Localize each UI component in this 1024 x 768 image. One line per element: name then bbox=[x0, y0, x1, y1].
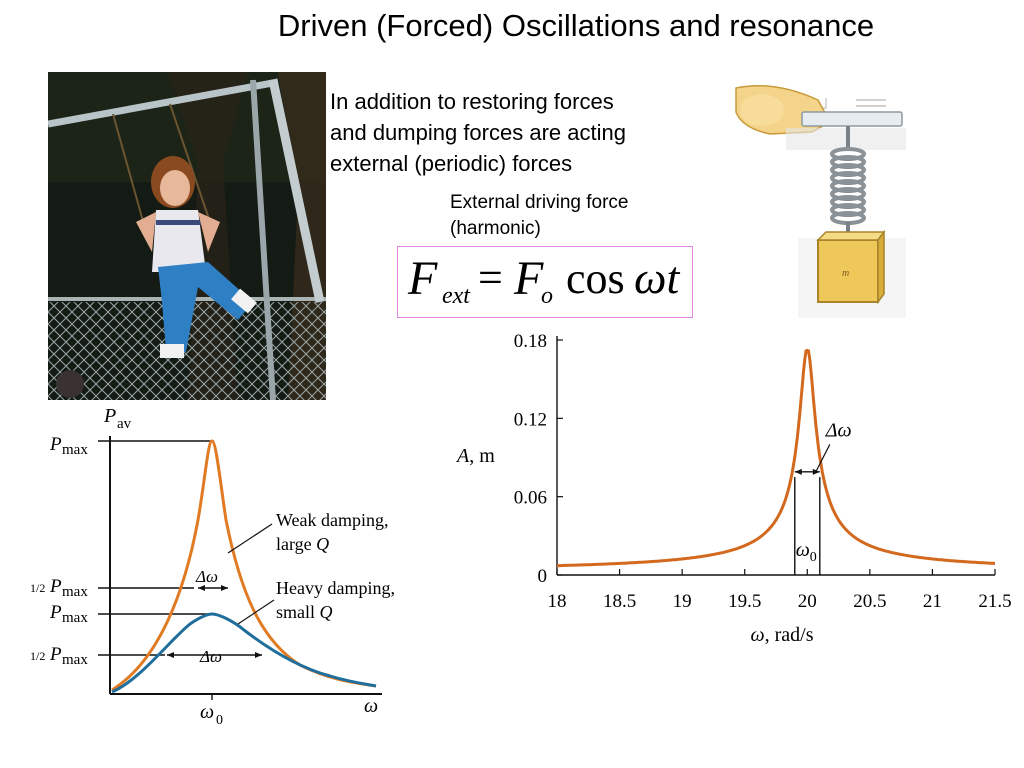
heavy-label-leader bbox=[237, 599, 275, 625]
weak-width-label: Δω bbox=[195, 567, 218, 586]
pmax-label-symbol: P bbox=[49, 434, 62, 455]
formula-lhs-subscript: ext bbox=[442, 283, 470, 309]
omega0-subscript: 0 bbox=[216, 713, 223, 728]
weak-label-leader bbox=[227, 523, 273, 554]
swing-photo bbox=[48, 72, 326, 400]
amp-y-tick-label: 0.06 bbox=[514, 488, 547, 509]
weak-damping-label-line2: large Q bbox=[276, 534, 329, 554]
amplitude-resonance-chart: 0 0.06 0.12 0.18 18 18.5 19 19.5 20 20.5 21 21.5 A, … bbox=[455, 331, 1012, 646]
amp-center-subscript: 0 bbox=[810, 550, 817, 565]
heavy-damping-label-line1: Heavy damping, bbox=[276, 578, 395, 598]
formula-rhs-symbol: F bbox=[514, 252, 544, 305]
half-pmax-heavy-symbol: P bbox=[49, 644, 62, 665]
half-pmax-weak-symbol: P bbox=[49, 576, 62, 597]
amp-y-tick-label: 0.18 bbox=[514, 331, 547, 352]
heavy-damping-curve bbox=[111, 612, 377, 694]
heavy-damping-label-line2: small Q bbox=[276, 602, 333, 622]
formula-rhs-subscript: o bbox=[541, 283, 553, 309]
amp-width-leader bbox=[815, 444, 831, 473]
formula-box: F ext = F o cos ωt bbox=[397, 246, 693, 318]
amp-x-tick-label: 18.5 bbox=[603, 591, 636, 612]
intro-text: In addition to restoring forces and dump… bbox=[330, 86, 700, 179]
amp-width-label: Δω bbox=[825, 420, 852, 442]
formula-function: cos bbox=[566, 254, 625, 303]
force-caption: External driving force (harmonic) bbox=[450, 190, 628, 242]
amp-y-tick-label: 0.12 bbox=[514, 409, 547, 430]
weak-damping-label-line1: Weak damping, bbox=[276, 510, 389, 530]
amp-x-tick-label: 19.5 bbox=[728, 591, 761, 612]
heavy-width-label: Δω bbox=[199, 647, 222, 666]
formula-equals: = bbox=[478, 253, 503, 302]
formula-lhs-symbol: F bbox=[408, 252, 438, 305]
intro-line: In addition to restoring forces bbox=[330, 89, 614, 114]
half-pmax-heavy-subscript: max bbox=[62, 652, 88, 668]
force-caption-line: External driving force bbox=[450, 192, 629, 213]
amp-series-line bbox=[556, 348, 995, 568]
hand-spring-illustration: m bbox=[726, 82, 906, 320]
amp-x-tick-label: 21 bbox=[923, 591, 942, 612]
svg-text:m: m bbox=[842, 268, 849, 279]
power-x-symbol: ω bbox=[364, 695, 378, 717]
amp-width-arrowheads bbox=[794, 468, 820, 475]
half-pmax-heavy-fraction: 1/2 bbox=[30, 649, 45, 663]
pmax-label-subscript: max bbox=[62, 442, 88, 458]
omega0-symbol: ω bbox=[200, 701, 214, 723]
half-pmax-weak-fraction: 1/2 bbox=[30, 581, 45, 595]
slide-title: Driven (Forced) Oscillations and resonan… bbox=[277, 8, 875, 43]
power-y-subscript: av bbox=[117, 416, 132, 432]
force-caption-line: (harmonic) bbox=[450, 218, 541, 239]
half-pmax-weak-subscript: max bbox=[62, 584, 88, 600]
pmax-heavy-subscript: max bbox=[62, 610, 88, 626]
amp-y-tick-label: 0 bbox=[538, 566, 548, 587]
power-resonance-plot: P av P max 1/2 P max P max 1/2 P max Δω … bbox=[30, 405, 395, 728]
intro-line: external (periodic) forces bbox=[330, 151, 573, 176]
amp-x-tick-label: 21.5 bbox=[978, 591, 1011, 612]
formula-argument: ωt bbox=[634, 252, 680, 303]
pmax-heavy-symbol: P bbox=[49, 602, 62, 623]
amp-center-symbol: ω bbox=[796, 539, 810, 561]
intro-line: and dumping forces are acting bbox=[330, 120, 626, 145]
power-y-symbol: P bbox=[103, 405, 116, 427]
amp-x-tick-label: 20 bbox=[798, 591, 817, 612]
amp-x-tick-label: 19 bbox=[673, 591, 692, 612]
amp-x-tick-label: 20.5 bbox=[853, 591, 886, 612]
weak-damping-curve bbox=[111, 439, 377, 692]
amp-x-tick-label: 18 bbox=[548, 591, 567, 612]
amp-x-axis-label: ω, rad/s bbox=[750, 624, 813, 646]
amp-y-axis-label: A, m bbox=[455, 445, 495, 467]
